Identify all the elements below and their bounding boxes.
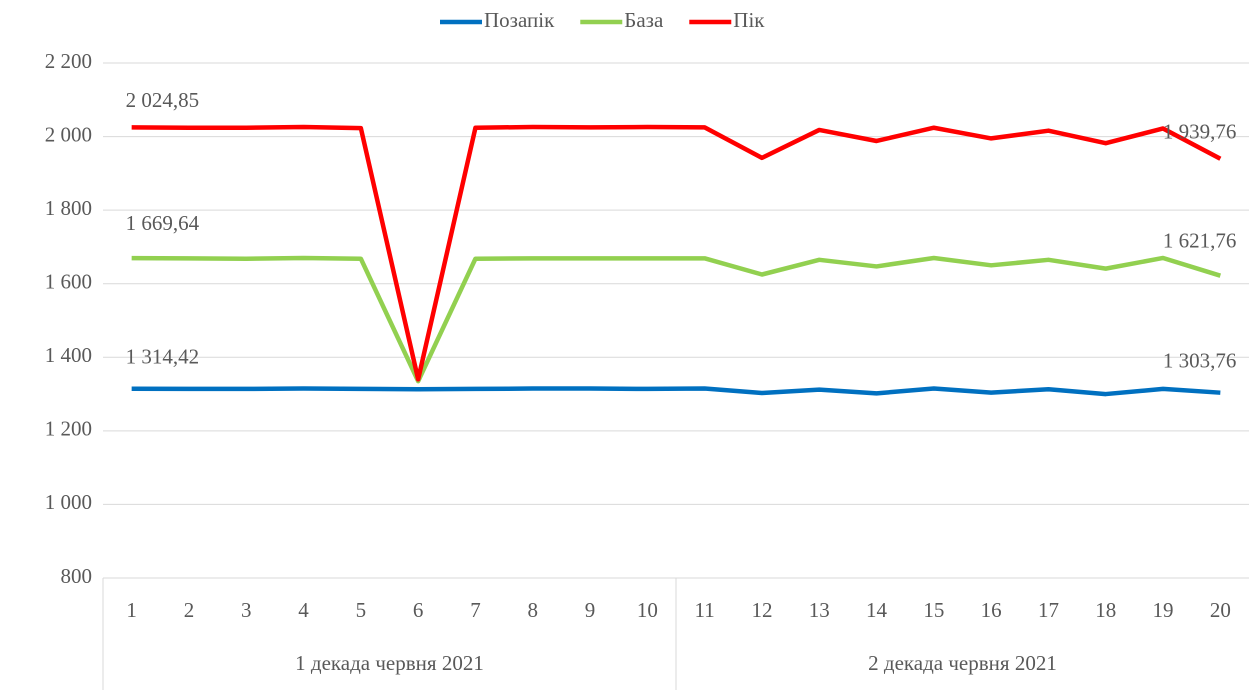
x-tick-label: 4 — [298, 598, 309, 622]
y-tick-label: 800 — [61, 564, 93, 588]
x-tick-label: 16 — [981, 598, 1002, 622]
x-tick-label: 17 — [1038, 598, 1059, 622]
y-tick-label: 1 800 — [45, 196, 92, 220]
x-tick-label: 11 — [695, 598, 715, 622]
group-label: 2 декада червня 2021 — [868, 651, 1057, 675]
data-label: 1 621,76 — [1163, 229, 1237, 253]
x-tick-label: 19 — [1153, 598, 1174, 622]
series-line — [131, 124, 1222, 382]
y-tick-label: 1 400 — [45, 343, 92, 367]
x-tick-label: 9 — [585, 598, 596, 622]
x-tick-label: 8 — [528, 598, 539, 622]
x-tick-label: 15 — [923, 598, 944, 622]
x-tick-label: 14 — [866, 598, 888, 622]
x-tick-label: 18 — [1095, 598, 1116, 622]
data-label: 2 024,85 — [126, 88, 199, 112]
y-tick-label: 2 000 — [45, 122, 92, 146]
x-tick-label: 6 — [413, 598, 424, 622]
data-label: 1 939,76 — [1163, 120, 1237, 144]
y-tick-label: 2 200 — [45, 49, 92, 73]
group-label: 1 декада червня 2021 — [295, 651, 484, 675]
x-tick-label: 5 — [356, 598, 367, 622]
data-label: 1 314,42 — [126, 345, 199, 369]
series-line — [131, 255, 1222, 384]
data-label: 1 303,76 — [1163, 349, 1237, 373]
x-tick-label: 1 — [126, 598, 137, 622]
y-tick-label: 1 200 — [45, 417, 92, 441]
x-tick-label: 2 — [184, 598, 195, 622]
x-tick-label: 10 — [637, 598, 658, 622]
x-tick-label: 3 — [241, 598, 252, 622]
legend-label: База — [624, 8, 664, 32]
x-tick-label: 20 — [1210, 598, 1231, 622]
x-tick-label: 13 — [809, 598, 830, 622]
x-tick-label: 12 — [751, 598, 772, 622]
x-tick-label: 7 — [470, 598, 481, 622]
data-label: 1 669,64 — [126, 211, 200, 235]
y-tick-label: 1 000 — [45, 490, 92, 514]
series-line — [131, 386, 1221, 397]
legend-label: Пік — [733, 8, 765, 32]
legend-label: Позапік — [484, 8, 555, 32]
y-tick-label: 1 600 — [45, 270, 92, 294]
